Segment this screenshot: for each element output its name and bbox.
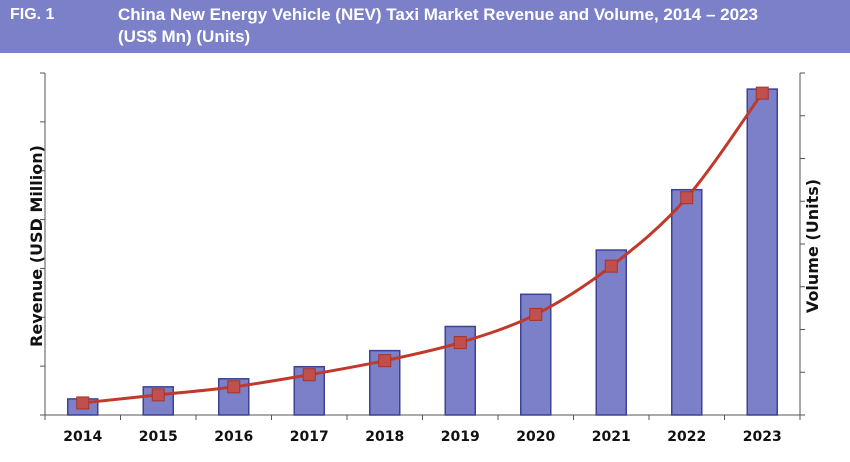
- chart-area: 2014 2015 2016 2017 2018 2019 2020 2021 2022 2023…: [0, 53, 850, 457]
- marker-2018: [378, 354, 392, 368]
- x-tick-label-2018: 2018: [365, 429, 404, 445]
- marker-2017: [302, 368, 316, 382]
- marker-2022: [680, 191, 694, 205]
- x-tick-label-2022: 2022: [667, 429, 706, 445]
- marker-2023: [755, 86, 769, 100]
- marker-2019: [453, 336, 467, 350]
- volume-line: [82, 92, 764, 405]
- x-tick-label-2015: 2015: [139, 429, 178, 445]
- x-tick-label-2017: 2017: [290, 429, 329, 445]
- marker-2015: [151, 388, 165, 402]
- figure-header: FIG. 1 China New Energy Vehicle (NEV) Ta…: [0, 0, 850, 53]
- marker-2020: [529, 307, 543, 321]
- chart-svg: 2014 2015 2016 2017 2018 2019 2020 2021 2022 2023…: [27, 72, 822, 445]
- bar-series: [67, 88, 778, 416]
- x-tick-label-2014: 2014: [63, 429, 102, 445]
- marker-2014: [76, 396, 90, 410]
- y-axis-title: Revenue (USD Million): [27, 145, 46, 347]
- right-axis: [799, 72, 805, 416]
- chart-title: China New Energy Vehicle (NEV) Taxi Mark…: [118, 4, 838, 48]
- bar-2021: [595, 249, 627, 416]
- x-tick-label-2016: 2016: [214, 429, 253, 445]
- x-tick-label-2023: 2023: [743, 429, 782, 445]
- figure-number: FIG. 1: [10, 6, 55, 23]
- chart-title-line-1: China New Energy Vehicle (NEV) Taxi Mark…: [118, 5, 758, 24]
- chart-title-line-2: (US$ Mn) (Units): [118, 27, 251, 46]
- x-tick-label-2021: 2021: [592, 429, 631, 445]
- x-tick-label-2020: 2020: [516, 429, 555, 445]
- bar-2023: [746, 88, 778, 416]
- left-axis: [40, 72, 46, 416]
- line-series: [82, 92, 764, 405]
- x-tick-labels: 2014 2015 2016 2017 2018 2019 2020 2021 2022 2023: [63, 429, 781, 445]
- marker-2016: [227, 380, 241, 394]
- marker-2021: [604, 259, 618, 273]
- line-markers: [76, 86, 769, 410]
- y2-axis-title: Volume (Units): [803, 179, 822, 313]
- bar-2022: [671, 188, 703, 416]
- x-tick-label-2019: 2019: [441, 429, 480, 445]
